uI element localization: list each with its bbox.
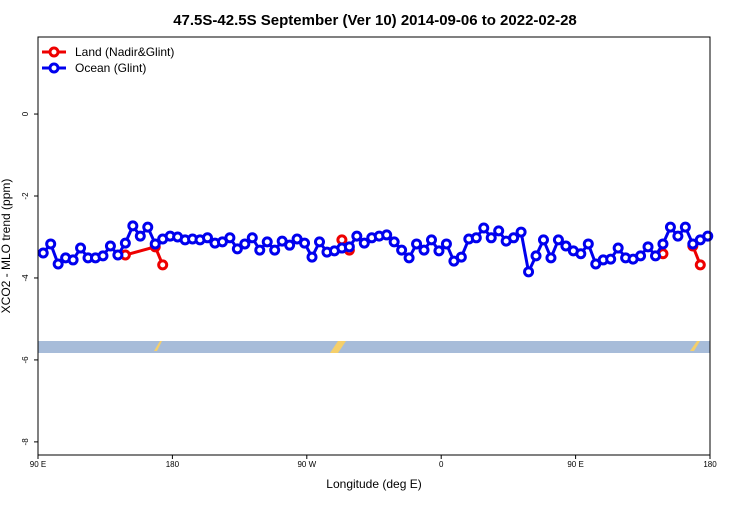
legend-label: Ocean (Glint) — [75, 61, 146, 75]
data-point — [455, 251, 467, 263]
data-point — [403, 252, 415, 264]
data-point — [545, 252, 557, 264]
data-point — [657, 238, 669, 250]
data-point — [358, 237, 370, 249]
x-tick-label: 90 E — [567, 460, 583, 469]
data-point — [75, 242, 87, 254]
x-tick-label: 0 — [439, 460, 444, 469]
data-point — [418, 244, 430, 256]
data-point — [478, 222, 490, 234]
legend-label: Land (Nadir&Glint) — [75, 45, 174, 59]
data-point — [284, 239, 296, 251]
plot-area — [37, 220, 714, 278]
data-point — [425, 234, 437, 246]
data-point — [97, 250, 109, 262]
data-point — [411, 238, 423, 250]
data-point — [157, 259, 169, 271]
data-point — [635, 250, 647, 262]
data-point — [552, 234, 564, 246]
y-tick-label: -4 — [21, 274, 30, 282]
data-point — [119, 237, 131, 249]
x-tick-label: 180 — [703, 460, 717, 469]
data-point — [530, 250, 542, 262]
chart-title: 47.5S-42.5S September (Ver 10) 2014-09-0… — [173, 12, 577, 29]
y-tick-label: -6 — [21, 356, 30, 364]
data-point — [470, 232, 482, 244]
data-point — [246, 232, 258, 244]
data-point — [104, 240, 116, 252]
data-point — [702, 230, 714, 242]
data-point — [672, 230, 684, 242]
coverage-mark — [330, 341, 346, 353]
y-axis-label: XCO2 - MLO trend (ppm) — [0, 179, 13, 314]
legend-marker — [48, 46, 60, 58]
data-point — [612, 242, 624, 254]
data-point — [112, 249, 124, 261]
data-point — [127, 220, 139, 232]
data-point — [560, 240, 572, 252]
data-point — [493, 225, 505, 237]
data-point — [343, 241, 355, 253]
data-point — [313, 236, 325, 248]
data-point — [306, 251, 318, 263]
data-point — [537, 234, 549, 246]
data-point — [582, 238, 594, 250]
data-point — [45, 238, 57, 250]
data-point — [440, 238, 452, 250]
data-point — [679, 221, 691, 233]
data-point — [37, 247, 49, 259]
data-point — [485, 232, 497, 244]
data-point — [605, 253, 617, 265]
data-point — [149, 238, 161, 250]
data-point — [381, 229, 393, 241]
coverage-mark — [154, 341, 162, 351]
data-point — [224, 232, 236, 244]
data-point — [239, 238, 251, 250]
x-axis-label: Longitude (deg E) — [326, 477, 421, 491]
data-point — [67, 254, 79, 266]
data-point — [523, 266, 535, 278]
data-point — [642, 241, 654, 253]
x-tick-label: 180 — [166, 460, 180, 469]
data-point — [52, 258, 64, 270]
data-point — [261, 236, 273, 248]
x-tick-label: 90 W — [297, 460, 316, 469]
data-point — [142, 221, 154, 233]
data-point — [649, 250, 661, 262]
data-point — [299, 237, 311, 249]
legend-marker — [48, 62, 60, 74]
data-point — [694, 259, 706, 271]
x-tick-label: 90 E — [30, 460, 46, 469]
coverage-band — [38, 341, 710, 353]
data-point — [664, 221, 676, 233]
data-point — [134, 230, 146, 242]
y-tick-label: -2 — [21, 192, 30, 200]
y-tick-label: -8 — [21, 438, 30, 446]
data-point — [433, 245, 445, 257]
data-point — [508, 232, 520, 244]
data-point — [396, 244, 408, 256]
data-point — [201, 232, 213, 244]
data-point — [269, 244, 281, 256]
data-point — [515, 226, 527, 238]
plot-frame — [37, 36, 711, 456]
data-point — [351, 230, 363, 242]
y-tick-label: 0 — [21, 111, 30, 116]
coverage-mark — [690, 341, 700, 351]
data-point — [388, 236, 400, 248]
data-point — [575, 248, 587, 260]
data-point — [231, 243, 243, 255]
data-point — [254, 244, 266, 256]
